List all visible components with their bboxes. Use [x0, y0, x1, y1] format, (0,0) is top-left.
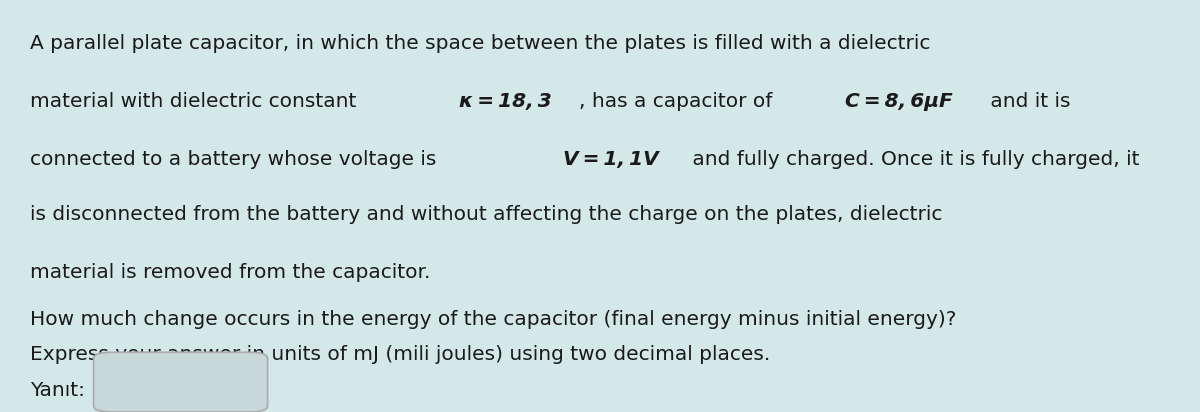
Text: How much change occurs in the energy of the capacitor (final energy minus initia: How much change occurs in the energy of … — [30, 311, 956, 330]
FancyBboxPatch shape — [94, 352, 268, 412]
Text: is disconnected from the battery and without affecting the charge on the plates,: is disconnected from the battery and wit… — [30, 206, 942, 225]
Text: Yanıt:: Yanıt: — [30, 381, 85, 400]
Text: and it is: and it is — [984, 92, 1070, 111]
Text: κ = 18, 3: κ = 18, 3 — [460, 92, 552, 111]
Text: , has a capacitor of: , has a capacitor of — [580, 92, 785, 111]
Text: material with dielectric constant: material with dielectric constant — [30, 92, 362, 111]
Text: connected to a battery whose voltage is: connected to a battery whose voltage is — [30, 150, 443, 169]
Text: and fully charged. Once it is fully charged, it: and fully charged. Once it is fully char… — [686, 150, 1140, 169]
Text: V = 1, 1V: V = 1, 1V — [563, 150, 659, 169]
Text: Express your answer in units of mJ (mili joules) using two decimal places.: Express your answer in units of mJ (mili… — [30, 346, 770, 365]
Text: material is removed from the capacitor.: material is removed from the capacitor. — [30, 263, 431, 282]
Text: C = 8, 6μF: C = 8, 6μF — [845, 92, 953, 111]
Text: A parallel plate capacitor, in which the space between the plates is filled with: A parallel plate capacitor, in which the… — [30, 35, 930, 54]
